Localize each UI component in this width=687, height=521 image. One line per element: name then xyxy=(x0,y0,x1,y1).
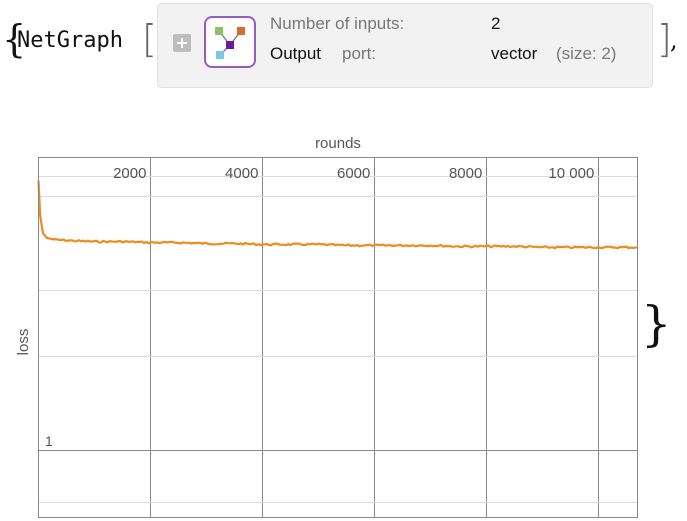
plot-frame xyxy=(38,157,638,518)
x-tick-label: 2000 xyxy=(113,165,146,182)
open-bracket: [ xyxy=(142,17,157,61)
expand-plus-button[interactable] xyxy=(173,34,191,52)
inputs-value: 2 xyxy=(491,14,501,33)
netgraph-summary-box: Number of inputs: 2 Output port: vector … xyxy=(157,3,653,88)
x-tick-label: 4000 xyxy=(225,165,258,182)
output-label: Output xyxy=(270,44,322,63)
port-label: port: xyxy=(342,44,377,63)
close-brace: } xyxy=(641,296,672,352)
open-brace: { xyxy=(2,17,27,61)
inputs-label: Number of inputs: xyxy=(270,14,405,33)
loss-series-line xyxy=(37,180,638,250)
network-graph-icon xyxy=(204,16,256,68)
close-bracket: ] xyxy=(657,17,672,61)
y-tick-label: 1 xyxy=(45,433,53,449)
x-tick-label: 6000 xyxy=(337,165,370,182)
function-name: NetGraph xyxy=(17,28,123,53)
output-size: (size: 2) xyxy=(556,44,617,63)
x-tick-labels: 2000 4000 6000 8000 10 000 xyxy=(113,165,594,182)
x-tick-label: 8000 xyxy=(449,165,482,182)
grid-lines xyxy=(38,157,638,518)
x-tick-label: 10 000 xyxy=(548,165,594,182)
comma: , xyxy=(670,26,678,54)
output-value: vector xyxy=(491,44,538,63)
chart-title: rounds xyxy=(315,135,361,152)
y-axis-label: loss xyxy=(15,329,32,356)
